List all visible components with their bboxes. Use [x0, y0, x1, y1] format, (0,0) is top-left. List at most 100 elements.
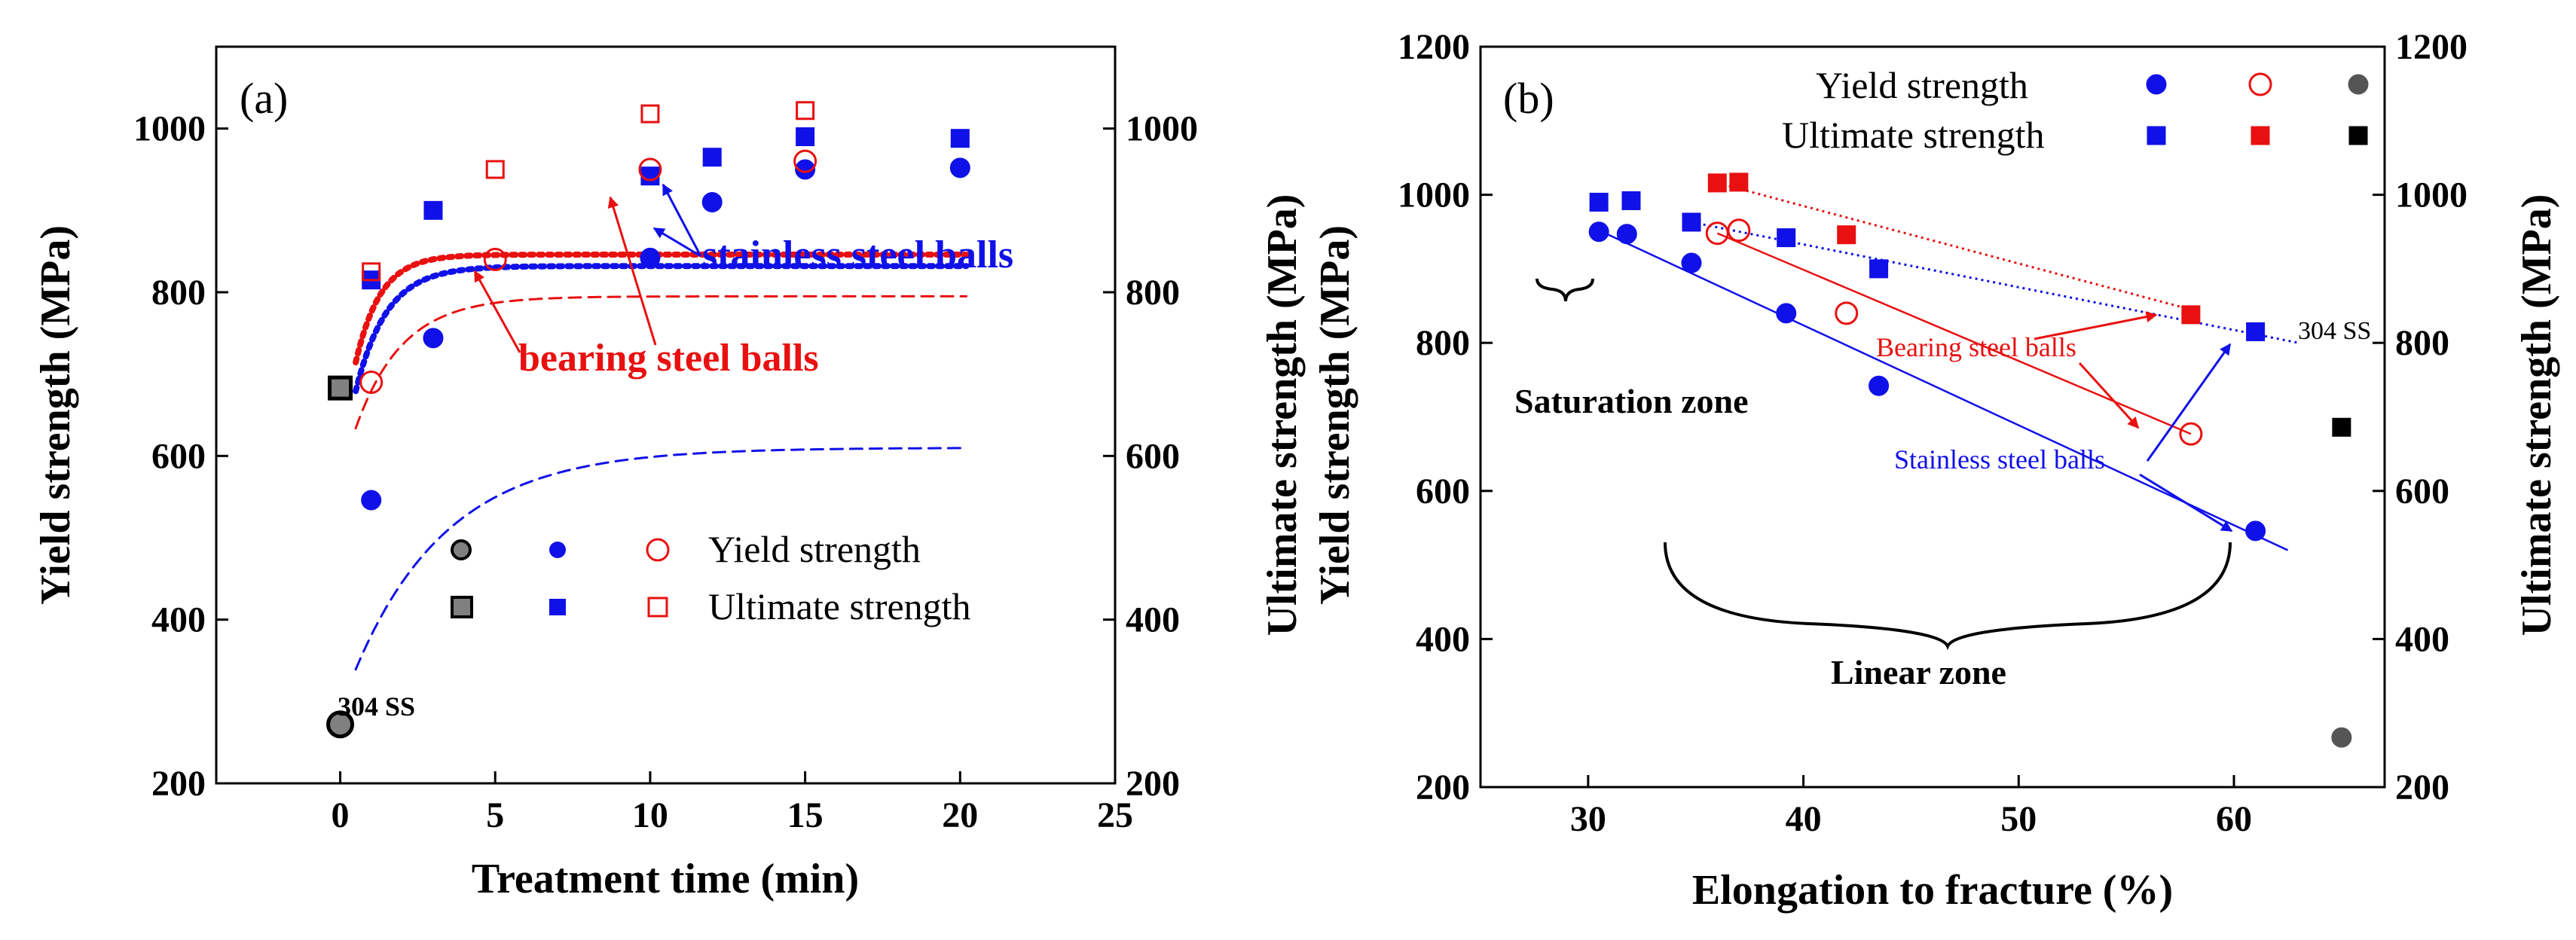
arrow-stainless-b-ultimate	[2146, 343, 2232, 462]
legend-marker	[2348, 126, 2368, 145]
panel-b-frame	[1479, 45, 2386, 789]
panel-b-y2-tick-label: 1200	[2395, 27, 2468, 67]
panel-b-y-tick-label: 800	[1416, 323, 1470, 363]
legend-marker	[2146, 74, 2167, 95]
data-point	[2181, 305, 2201, 325]
panel-a-label: (a)	[240, 74, 288, 123]
trend-line	[1598, 229, 2288, 551]
data-point	[793, 149, 817, 173]
panel-b-data-points	[1588, 172, 2352, 748]
legend-bearing-yield-marker	[646, 538, 670, 562]
panel-b-x-tick-label: 60	[2216, 799, 2252, 839]
panel-a-frame	[215, 45, 1117, 785]
panel-b-y-tick-label: 400	[1416, 619, 1470, 659]
panel-b-y-tick-label: 600	[1416, 472, 1470, 511]
legend-bearing-ultimate-marker	[647, 597, 668, 618]
saturation-zone-brace	[1536, 278, 1594, 302]
panel-b-x-tick-label: 50	[2000, 799, 2037, 839]
panel-b-y2-tick-label: 1000	[2395, 175, 2468, 215]
panel-a-data-points	[326, 101, 970, 739]
legend-304ss-ultimate-marker	[451, 596, 473, 618]
panel-a-legend: Yield strength Ultimate strength	[451, 528, 971, 627]
legend-304ss-yield-marker	[451, 539, 472, 560]
data-point	[2179, 422, 2203, 446]
legend-yield-label: Yield strength	[708, 528, 921, 570]
panel-a-fit-curves	[353, 252, 970, 671]
panel-a-x-axis-label: Treatment time (min)	[472, 856, 859, 902]
panel-b-legend: Yield strength Ultimate strength	[1782, 64, 2369, 156]
panel-a-y-tick-label: 800	[151, 273, 206, 313]
data-point	[1869, 375, 1890, 396]
legend-ultimate-label: Ultimate strength	[708, 585, 971, 627]
legend-stainless-ultimate-marker	[549, 599, 566, 615]
panel-a-x-tick-label: 5	[486, 795, 504, 835]
legend-marker	[2251, 126, 2270, 145]
data-point	[1682, 212, 1701, 232]
fit-curve	[353, 263, 970, 395]
data-point	[949, 157, 970, 179]
data-point	[483, 248, 507, 272]
data-point	[796, 101, 815, 121]
legend-marker	[2348, 74, 2369, 95]
annotation-stainless-steel-balls-b: Stainless steel balls	[1894, 444, 2105, 475]
panel-b-x-tick-label: 30	[1570, 799, 1606, 839]
data-point	[1776, 303, 1797, 324]
panel-a-y2-tick-label: 800	[1126, 273, 1180, 313]
panel-a-y2-axis-label: Ultimate strength (MPa)	[1259, 194, 1306, 636]
data-point	[640, 247, 661, 268]
legend-b-yield-label: Yield strength	[1816, 64, 2028, 106]
data-point	[2332, 417, 2351, 437]
data-point	[423, 200, 443, 220]
arrow-stainless-to-yield	[662, 183, 702, 257]
panel-a-y-tick-label: 200	[151, 764, 206, 804]
data-point	[362, 262, 381, 282]
panel-a-y2-tick-label: 1000	[1126, 109, 1198, 149]
legend-marker	[2147, 126, 2166, 145]
panel-b-y2-tick-label: 200	[2395, 768, 2449, 807]
panel-a-x-tick-label: 20	[942, 795, 978, 835]
annotation-stainless-steel-balls: stainless steel balls	[702, 233, 1013, 276]
legend-marker	[2248, 72, 2272, 96]
data-point	[638, 157, 662, 182]
annotation-saturation-zone: Saturation zone	[1514, 382, 1749, 420]
arrow-stainless-b-yield	[2139, 473, 2233, 533]
data-point-304ss-yield	[326, 710, 355, 739]
panel-a-y-tick-label: 400	[151, 600, 206, 640]
data-point	[485, 160, 505, 179]
data-point	[640, 166, 660, 186]
data-point	[2245, 520, 2266, 542]
panel-b-y-tick-label: 1200	[1398, 27, 1470, 67]
data-point	[640, 104, 660, 124]
data-point	[1621, 191, 1641, 210]
arrow-bearing-b-yield	[2078, 362, 2140, 429]
panel-a-y2-tick-label: 200	[1126, 764, 1180, 804]
data-point	[2331, 727, 2352, 748]
panel-b-y-tick-label: 1000	[1398, 175, 1470, 215]
panel-b-x-axis-label: Elongation to fracture (%)	[1692, 867, 2173, 914]
data-point	[2246, 322, 2266, 341]
panel-a-x-tick-label: 0	[332, 795, 350, 835]
panel-a-y-axis-label: Yield strength (MPa)	[32, 225, 79, 605]
panel-a-y2-tick-label: 600	[1126, 436, 1180, 476]
data-point	[1727, 218, 1751, 243]
fit-curve	[354, 447, 967, 671]
data-point	[1588, 221, 1609, 243]
panel-b-y2-tick-label: 400	[2395, 619, 2449, 659]
annotation-bearing-steel-balls: bearing steel balls	[518, 337, 819, 380]
annotation-linear-zone: Linear zone	[1831, 653, 2006, 691]
panel-b-y2-tick-label: 800	[2395, 323, 2449, 363]
legend-stainless-yield-marker	[549, 542, 566, 558]
panel-a-x-tick-label: 10	[632, 795, 668, 835]
legend-b-markers	[2146, 72, 2369, 145]
data-point	[1729, 172, 1749, 192]
data-point	[950, 129, 970, 148]
annotation-304ss: 304 SS	[338, 691, 415, 722]
panel-a-y-tick-label: 600	[151, 436, 206, 476]
data-point	[1589, 192, 1609, 212]
data-point	[1616, 224, 1637, 245]
data-point	[702, 148, 722, 167]
data-point	[1707, 173, 1727, 193]
legend-b-ultimate-label: Ultimate strength	[1782, 114, 2045, 156]
